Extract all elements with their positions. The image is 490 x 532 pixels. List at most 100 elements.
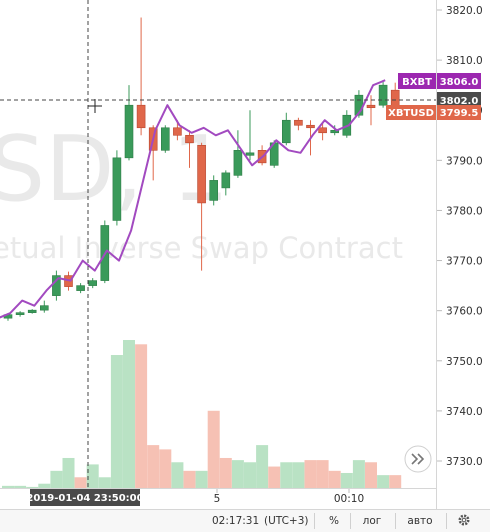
candle-down bbox=[318, 122, 327, 141]
bxbt-index-line bbox=[0, 79, 386, 319]
clock-timezone[interactable]: (UTC+3) bbox=[264, 515, 309, 527]
price-tick-label: 3760.0 bbox=[446, 306, 483, 318]
price-tick-label: 3730.0 bbox=[446, 456, 483, 468]
volume-bar bbox=[38, 483, 51, 488]
price-tick-label: 3740.0 bbox=[446, 406, 483, 418]
volume-bar bbox=[231, 460, 244, 488]
volume-bar bbox=[123, 340, 135, 488]
candle-up bbox=[330, 125, 340, 136]
volume-bar bbox=[377, 475, 390, 488]
xbtusd-label: XBTUSD 3799.5 bbox=[386, 105, 481, 120]
volume-bar bbox=[26, 486, 39, 488]
candle-body bbox=[76, 285, 85, 291]
auto-scale-button[interactable]: авто bbox=[407, 515, 432, 527]
volume-bar bbox=[62, 457, 75, 488]
volume-bar bbox=[171, 462, 184, 488]
volume-bar bbox=[50, 470, 63, 488]
volume-bar bbox=[304, 460, 317, 488]
time-axis[interactable]: 5 00:10 bbox=[214, 489, 364, 505]
candle-body bbox=[136, 104, 146, 129]
bottom-toolbar bbox=[0, 509, 490, 532]
bxbt-label-name: BXBT bbox=[402, 77, 432, 88]
candle-body bbox=[281, 119, 291, 144]
price-tick-label: 3750.0 bbox=[446, 356, 483, 368]
volume-bar bbox=[183, 470, 196, 488]
volume-bar bbox=[207, 410, 220, 488]
volume-bar bbox=[389, 475, 402, 488]
time-tick-label: 00:10 bbox=[334, 493, 364, 505]
volume-bar bbox=[14, 485, 27, 488]
volume-bar bbox=[98, 477, 111, 488]
volume-bar bbox=[280, 462, 293, 488]
price-tick-label: 3810.0 bbox=[446, 55, 483, 67]
candle-body bbox=[185, 134, 194, 144]
double-chevron-right-icon bbox=[411, 453, 425, 465]
clock-time: 02:17:31 bbox=[212, 515, 259, 527]
log-scale-button[interactable]: лог bbox=[363, 515, 382, 527]
volume-bar bbox=[244, 462, 256, 488]
candle-body bbox=[294, 119, 303, 126]
candle-down bbox=[185, 130, 194, 168]
candle-body bbox=[378, 84, 388, 106]
candle-body bbox=[197, 145, 206, 204]
volume-bar bbox=[365, 462, 377, 488]
xbtusd-label-name: XBTUSD bbox=[388, 108, 434, 119]
bxbt-label-value: 3806.0 bbox=[440, 77, 479, 88]
volume-bar bbox=[352, 460, 365, 488]
candle-body bbox=[366, 104, 376, 109]
candle-down bbox=[197, 142, 206, 271]
gear-icon[interactable] bbox=[458, 514, 470, 526]
candle-up bbox=[15, 311, 25, 317]
volume-bar bbox=[256, 445, 269, 488]
volume-bar bbox=[159, 449, 172, 488]
candle-body bbox=[245, 152, 255, 156]
candle-up bbox=[124, 85, 134, 161]
candle-up bbox=[39, 300, 49, 313]
crosshair-price-label: 3802.0 bbox=[437, 92, 481, 109]
candle-up bbox=[27, 309, 37, 314]
percent-scale-button[interactable]: % bbox=[329, 515, 339, 527]
price-tick-label: 3780.0 bbox=[446, 205, 483, 217]
price-tick-label: 3770.0 bbox=[446, 256, 483, 268]
candle-body bbox=[233, 150, 243, 176]
candle-up bbox=[161, 125, 170, 153]
candle-body bbox=[39, 305, 49, 311]
volume-bar bbox=[340, 472, 353, 488]
price-tick-label: 3820.0 bbox=[446, 5, 483, 17]
volume-bar bbox=[86, 464, 99, 488]
volume-bar bbox=[195, 470, 208, 488]
candle-body bbox=[27, 309, 37, 313]
candle-body bbox=[88, 280, 97, 286]
candle-up bbox=[112, 150, 122, 226]
bxbt-label: BXBT 3806.0 bbox=[398, 73, 481, 89]
time-tick-label: 5 bbox=[214, 493, 221, 505]
candle-up bbox=[378, 80, 388, 108]
candle-body bbox=[221, 172, 231, 189]
candle-up bbox=[245, 110, 255, 161]
volume-bar bbox=[292, 462, 305, 488]
volume-bar bbox=[135, 344, 148, 488]
candle-up bbox=[88, 278, 97, 289]
volume-bar bbox=[2, 485, 14, 488]
candle-down bbox=[136, 17, 146, 136]
scroll-to-realtime-button[interactable] bbox=[404, 445, 432, 473]
volume-bar bbox=[110, 355, 123, 488]
volume-bar bbox=[316, 460, 329, 488]
crosshair-time-label: 2019-01-04 23:50:00 bbox=[26, 489, 144, 506]
candle-body bbox=[306, 124, 315, 129]
candle-body bbox=[173, 127, 182, 136]
candle-body bbox=[161, 127, 170, 151]
volume-bar bbox=[268, 466, 281, 488]
candle-body bbox=[209, 180, 218, 201]
candle-up bbox=[209, 175, 218, 206]
candle-up bbox=[281, 112, 291, 146]
candle-body bbox=[318, 127, 327, 134]
volume-bar bbox=[74, 477, 87, 488]
candle-down bbox=[294, 117, 303, 131]
candle-up bbox=[52, 270, 61, 301]
candle-body bbox=[124, 104, 134, 159]
price-tick-label: 3790.0 bbox=[446, 155, 483, 167]
candle-body bbox=[112, 157, 122, 221]
